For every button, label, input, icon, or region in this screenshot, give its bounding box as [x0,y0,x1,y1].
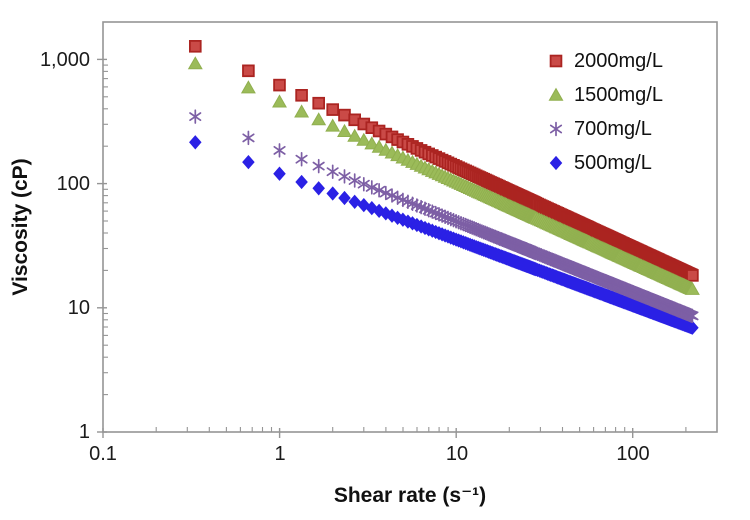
asterisk-marker-icon [545,118,567,140]
square-marker-icon [545,50,567,72]
x-tick-label-100: 100 [616,443,650,465]
x-tick-label-1: 1 [274,443,286,465]
x-axis-title: Shear rate (s⁻¹) [333,484,487,507]
legend-item-2000mgL: 2000mg/L [545,44,663,78]
y-tick-label-1: 1 [78,421,90,443]
y-tick-label-10: 10 [67,297,90,319]
legend-item-700mgL: 700mg/L [545,112,663,146]
y-tick-label-1000: 1,000 [39,49,90,71]
legend-label: 500mg/L [574,151,652,174]
legend-label: 2000mg/L [574,49,663,72]
legend-item-1500mgL: 1500mg/L [545,78,663,112]
x-tick-label-10: 10 [445,443,469,465]
legend-label: 1500mg/L [574,83,663,106]
diamond-marker-icon [545,152,567,174]
y-tick-label-100: 100 [56,173,90,195]
legend-label: 700mg/L [574,117,652,140]
triangle-marker-icon [545,84,567,106]
y-axis-title: Viscosity (cP) [9,158,32,296]
x-tick-label-0.1: 0.1 [89,443,117,465]
legend: 2000mg/L 1500mg/L 700mg/L 500mg/L [545,44,663,180]
legend-item-500mgL: 500mg/L [545,146,663,180]
